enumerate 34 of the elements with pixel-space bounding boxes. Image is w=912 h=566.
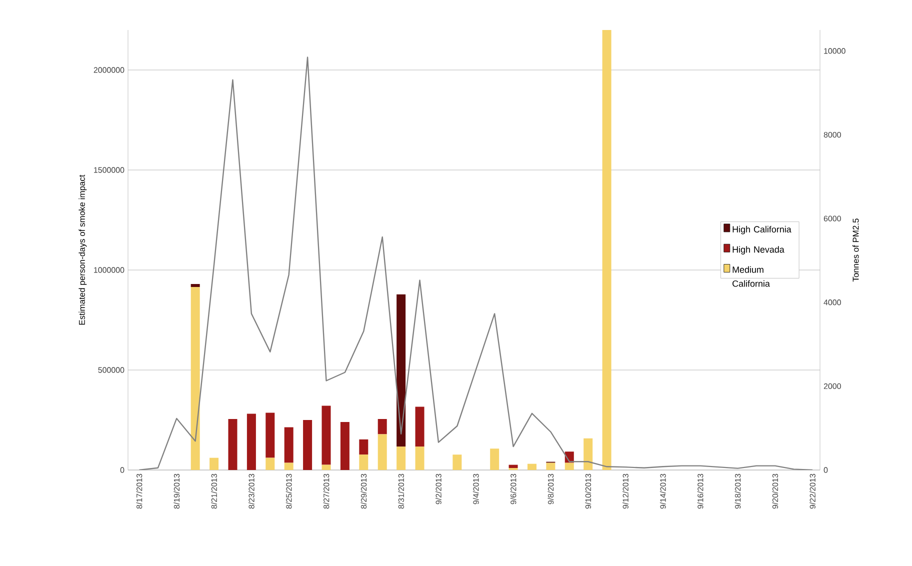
bar (527, 464, 536, 470)
bar (415, 446, 424, 470)
bar (322, 464, 331, 470)
bar (359, 439, 368, 455)
bar (602, 30, 612, 470)
y2-axis-title: Tonnes of PM2.5 (852, 218, 859, 282)
bar (378, 434, 387, 470)
bar (452, 454, 462, 470)
bar (415, 406, 424, 447)
bar (508, 464, 518, 468)
bar (396, 294, 406, 447)
bar (228, 419, 238, 470)
bar (378, 419, 387, 434)
bar (210, 458, 219, 470)
bar (266, 458, 275, 470)
bar (340, 422, 350, 470)
bar (359, 454, 368, 470)
bar (190, 284, 200, 287)
legend-label: Medium California (732, 266, 770, 287)
y-axis-title: Estimated person-days of smoke impact (78, 174, 87, 325)
bar (284, 462, 294, 470)
bar (266, 412, 275, 458)
bar (303, 420, 312, 470)
bar (546, 462, 556, 470)
bar (322, 406, 331, 465)
bar (490, 448, 500, 470)
bar (396, 446, 406, 470)
bar (584, 438, 593, 470)
legend-label: High California (732, 226, 792, 234)
legend-label: High Nevada (732, 246, 784, 254)
bar (564, 462, 574, 470)
bar (190, 287, 200, 470)
bar (246, 414, 256, 470)
bar (284, 427, 294, 463)
